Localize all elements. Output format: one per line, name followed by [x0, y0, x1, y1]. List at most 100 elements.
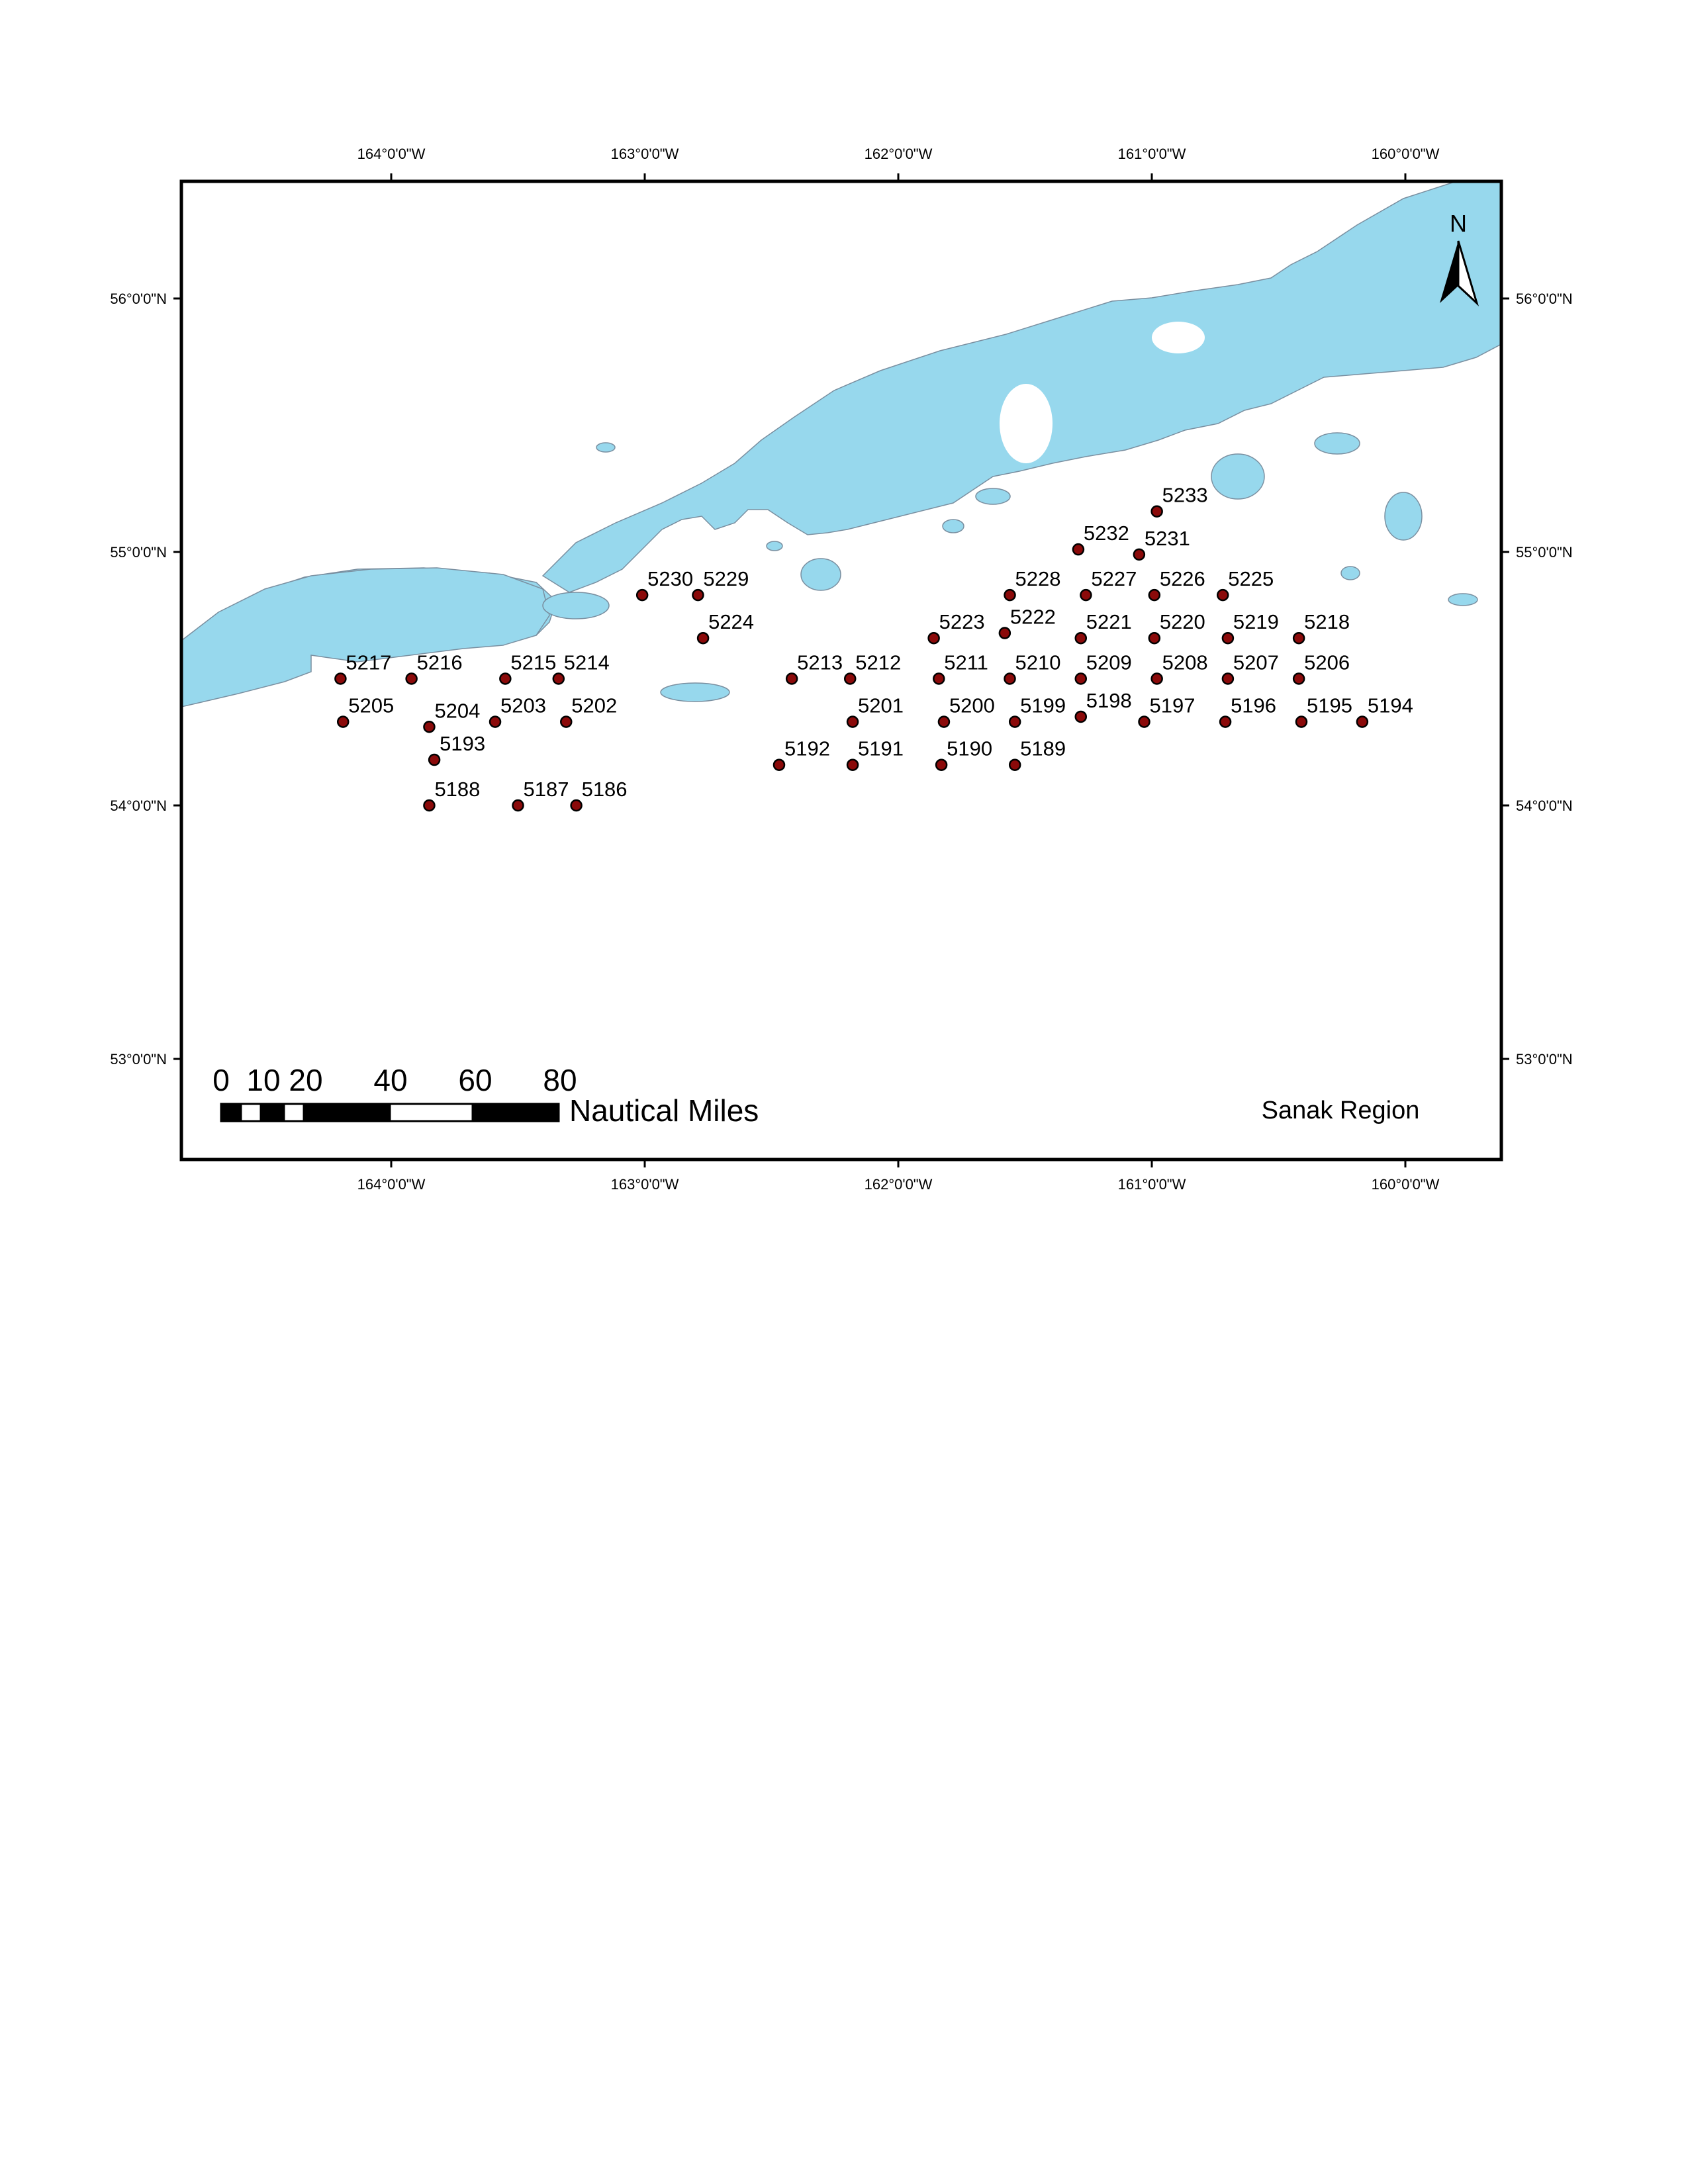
station-label-5198: 5198 [1086, 689, 1132, 712]
north-arrow: N [1440, 210, 1479, 306]
station-marker-5214 [552, 672, 565, 685]
lon-label-top: 162°0'0"W [865, 146, 933, 162]
station-marker-5194 [1356, 715, 1369, 728]
station-marker-5219 [1221, 631, 1235, 645]
station-marker-5187 [512, 799, 524, 812]
island-east-6 [1340, 566, 1360, 580]
station-marker-5206 [1292, 672, 1305, 685]
lon-label-top: 164°0'0"W [357, 146, 426, 162]
station-marker-5231 [1133, 548, 1146, 561]
lon-label-top: 160°0'0"W [1372, 146, 1440, 162]
station-marker-5227 [1080, 588, 1092, 602]
island-caton [660, 682, 730, 702]
station-label-5201: 5201 [858, 694, 904, 717]
station-marker-5195 [1295, 715, 1308, 728]
station-marker-5232 [1072, 543, 1085, 556]
station-marker-5204 [423, 721, 436, 733]
scale-bar-segment [240, 1103, 262, 1122]
lat-label-right: 53°0'0"N [1516, 1051, 1573, 1068]
scale-bar-segment [259, 1103, 285, 1122]
station-label-5231: 5231 [1145, 527, 1190, 550]
station-label-5230: 5230 [647, 567, 693, 590]
station-marker-5186 [570, 799, 583, 812]
station-marker-5221 [1074, 631, 1088, 645]
lon-label-bottom: 160°0'0"W [1372, 1176, 1440, 1193]
station-label-5229: 5229 [703, 567, 749, 590]
station-marker-5202 [560, 715, 573, 728]
station-marker-5216 [405, 672, 418, 685]
station-marker-5205 [336, 715, 350, 728]
station-marker-5191 [846, 758, 859, 771]
station-label-5221: 5221 [1086, 610, 1132, 633]
island-east-2 [1211, 453, 1265, 500]
station-marker-5213 [785, 672, 798, 685]
lon-label-bottom: 164°0'0"W [357, 1176, 426, 1193]
station-marker-5226 [1148, 588, 1161, 602]
island-east-7 [942, 519, 964, 533]
station-label-5228: 5228 [1015, 567, 1061, 590]
station-label-5215: 5215 [510, 651, 556, 674]
station-marker-5220 [1148, 631, 1161, 645]
scale-bar-segment [389, 1103, 474, 1122]
scale-bar-number: 80 [543, 1063, 577, 1097]
station-label-5188: 5188 [434, 778, 480, 801]
lon-label-top: 161°0'0"W [1118, 146, 1186, 162]
scale-bar-number: 40 [373, 1063, 407, 1097]
station-marker-5224 [696, 631, 710, 645]
station-marker-5197 [1138, 715, 1150, 728]
station-marker-5211 [933, 672, 945, 685]
station-marker-5189 [1008, 758, 1021, 771]
station-label-5196: 5196 [1231, 694, 1276, 717]
station-label-5218: 5218 [1304, 610, 1350, 633]
station-marker-5201 [846, 715, 859, 728]
station-label-5200: 5200 [949, 694, 995, 717]
station-marker-5199 [1008, 715, 1021, 728]
lat-label-left: 56°0'0"N [110, 291, 167, 307]
station-label-5203: 5203 [500, 694, 546, 717]
lake-1 [1000, 384, 1053, 463]
island-nw [542, 592, 610, 619]
station-marker-5203 [489, 715, 502, 728]
station-marker-5229 [692, 588, 704, 602]
station-marker-5225 [1216, 588, 1229, 602]
station-label-5206: 5206 [1304, 651, 1350, 674]
station-label-5189: 5189 [1020, 737, 1066, 760]
scale-bar-segment [220, 1103, 242, 1122]
stations-layer: 5233 5232 5231 5230 5229 5228 5227 5226 5225 5224… [334, 484, 1413, 812]
station-label-5199: 5199 [1020, 694, 1066, 717]
lat-label-left: 53°0'0"N [110, 1051, 167, 1068]
lake-2 [1152, 322, 1205, 353]
station-marker-5192 [773, 758, 786, 771]
station-label-5232: 5232 [1084, 522, 1129, 545]
station-label-5190: 5190 [947, 737, 992, 760]
region-label: Sanak Region [1262, 1097, 1420, 1124]
station-label-5207: 5207 [1233, 651, 1279, 674]
scale-bar-number: 10 [246, 1063, 280, 1097]
station-label-5205: 5205 [348, 694, 394, 717]
station-label-5210: 5210 [1015, 651, 1061, 674]
station-marker-5193 [428, 753, 441, 766]
station-marker-5196 [1219, 715, 1232, 728]
station-label-5211: 5211 [944, 651, 988, 674]
station-marker-5228 [1004, 588, 1016, 602]
scale-bar-number: 0 [212, 1063, 230, 1097]
station-label-5220: 5220 [1160, 610, 1205, 633]
scale-bar-segment [283, 1103, 305, 1122]
scale-bar-number: 60 [458, 1063, 492, 1097]
scale-bar-segment [471, 1103, 560, 1122]
graticule-ticks: 164°0'0"W 164°0'0"W 163°0'0"W 163°0'0"W 162°… [110, 146, 1572, 1193]
station-label-5226: 5226 [1160, 567, 1205, 590]
station-label-5197: 5197 [1150, 694, 1196, 717]
lat-label-right: 54°0'0"N [1516, 797, 1573, 814]
lat-label-left: 54°0'0"N [110, 797, 167, 814]
north-arrow-label: N [1450, 210, 1467, 237]
station-marker-5212 [843, 672, 857, 685]
station-label-5204: 5204 [434, 699, 480, 722]
lakes [1000, 322, 1205, 463]
station-label-5195: 5195 [1307, 694, 1352, 717]
station-marker-5223 [927, 631, 940, 645]
station-marker-5222 [998, 627, 1011, 639]
map-frame [179, 179, 1503, 1161]
station-label-5209: 5209 [1086, 651, 1132, 674]
